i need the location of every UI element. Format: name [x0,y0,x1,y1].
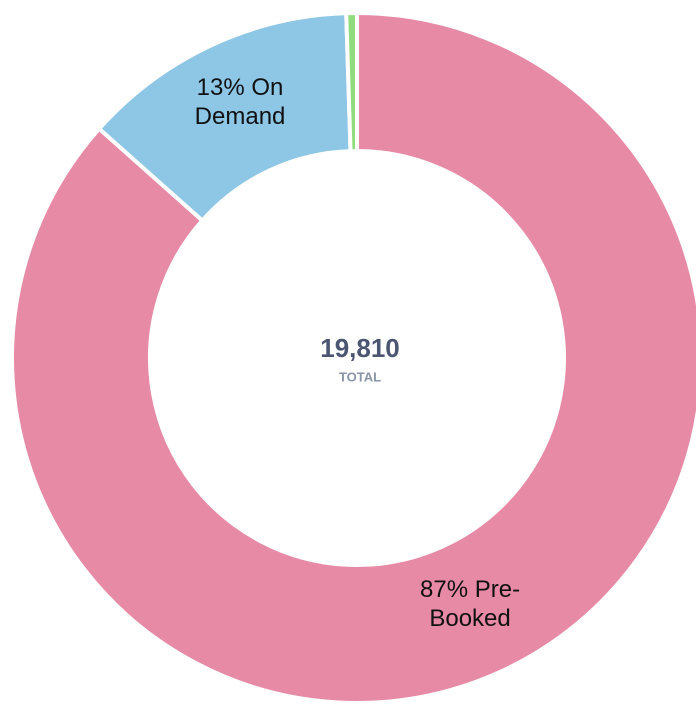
slice [10,11,696,705]
slice [344,11,359,154]
slice-label: 87% Pre-Booked [400,575,540,633]
center-value: 19,810 [320,333,400,363]
slices [10,11,696,705]
slice-label: 13% On Demand [170,73,310,131]
center-label: TOTAL [339,369,381,384]
slice-label-text: 87% Pre-Booked [400,575,540,633]
slice-value-label: 13% [196,74,245,101]
slice-value-label: 87% [420,575,469,603]
slice-category: On Demand [194,74,286,130]
slice-category: Pre-Booked [429,575,521,632]
slice-label-text: 13% On Demand [170,73,310,131]
